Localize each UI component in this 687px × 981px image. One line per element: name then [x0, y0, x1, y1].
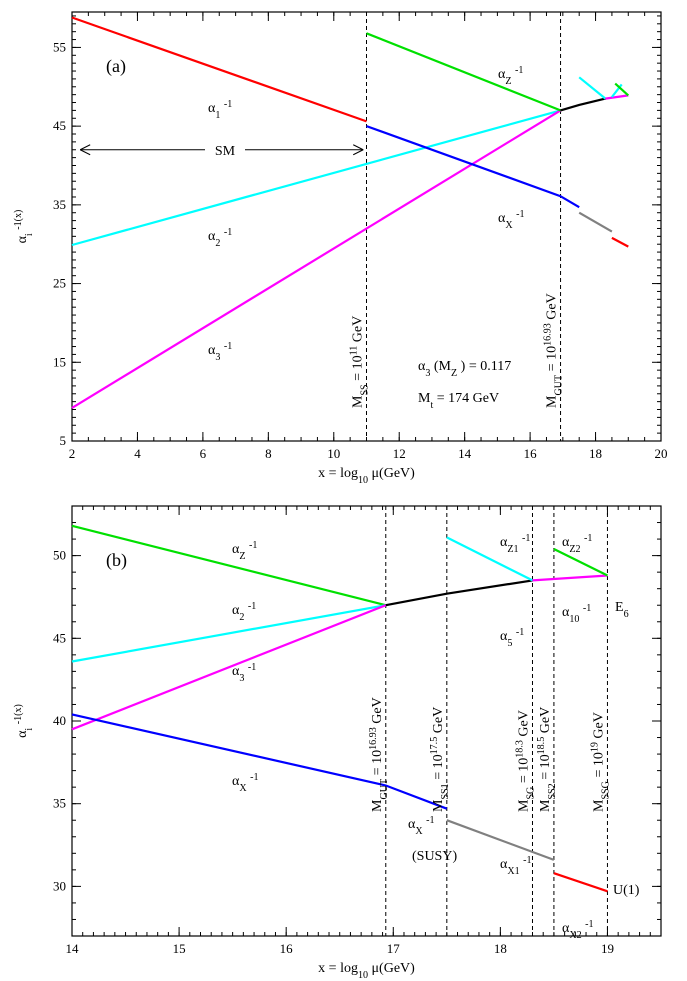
- x-tick-label: 8: [265, 446, 272, 461]
- series-line: [605, 94, 629, 100]
- series-line: [385, 579, 533, 607]
- label-alphaZ: αZ -1: [232, 540, 257, 562]
- label-alphaX: αX -1: [232, 772, 259, 794]
- x-axis-label: x = log10 μ(GeV): [318, 466, 415, 486]
- y-tick-label: 5: [60, 433, 67, 448]
- x-tick-label: 18: [494, 941, 507, 956]
- series-line: [446, 819, 555, 861]
- x-tick-label: 16: [524, 446, 538, 461]
- series-line: [366, 32, 561, 112]
- panel-a: 2 4 6 8 10 12 14 16 18 20 5 15 25 35 45 55 x = log10 μ(G…: [13, 11, 668, 486]
- label-alphaX: αX -1: [498, 209, 525, 231]
- threshold-label-mssg: MSSG = 1019 GeV: [589, 712, 611, 812]
- series-line: [71, 524, 387, 607]
- threshold-label-mss: MSS = 1011 GeV: [348, 316, 370, 408]
- label-alpha10: α10 -1: [562, 603, 591, 625]
- series-line: [71, 604, 387, 731]
- series-line: [71, 604, 386, 663]
- label-alphaZ: αZ -1: [498, 65, 523, 87]
- series-line: [578, 76, 607, 100]
- y-tick-label: 15: [53, 354, 66, 369]
- threshold-label-mgut: MGUT = 1016.93 GeV: [542, 293, 564, 408]
- y-tick-label: 45: [53, 118, 66, 133]
- u1-label: U(1): [613, 883, 640, 898]
- x-tick-label: 18: [589, 446, 602, 461]
- threshold-label-mss1: MSS1 = 1017.5 GeV: [428, 707, 450, 812]
- series-line: [611, 236, 629, 248]
- panel-label: (a): [106, 56, 126, 77]
- y-tick-label: 45: [53, 630, 66, 645]
- y-tick-label: 35: [53, 197, 66, 212]
- x-tick-label: 6: [200, 446, 207, 461]
- series-line: [614, 82, 630, 97]
- label-alphaX2: αX2 -1: [562, 919, 594, 941]
- panel-label: (b): [106, 550, 127, 571]
- susy-label: (SUSY): [412, 849, 457, 864]
- series-line: [553, 548, 608, 577]
- series-line: [71, 109, 561, 247]
- mt-annotation: Mt = 174 GeV: [418, 391, 499, 411]
- y-tick-label: 55: [53, 39, 66, 54]
- label-alpha5: α5 -1: [500, 627, 524, 649]
- label-alphaZ1: αZ1 -1: [500, 533, 530, 555]
- series-line: [578, 211, 613, 233]
- x-axis-label: x = log10 μ(GeV): [318, 961, 415, 981]
- series-line: [366, 125, 580, 209]
- x-tick-label: 17: [387, 941, 401, 956]
- sm-label: SM: [215, 144, 236, 159]
- series-line: [553, 872, 608, 893]
- x-tick-label: 4: [134, 446, 141, 461]
- plot-frame: [71, 505, 662, 937]
- sm-arrowhead-left: [79, 144, 91, 156]
- y-tick-label: 35: [53, 796, 66, 811]
- series-line: [560, 97, 606, 112]
- x-tick-label: 14: [458, 446, 472, 461]
- label-alpha2: α2 -1: [208, 227, 232, 249]
- threshold-label-mgut: MGUT = 1016.93 GeV: [367, 697, 389, 812]
- y-tick-label: 25: [53, 276, 66, 291]
- x-tick-label: 12: [393, 446, 406, 461]
- series-line: [71, 713, 448, 810]
- label-alpha3: α3 -1: [208, 341, 232, 363]
- x-tick-label: 10: [327, 446, 340, 461]
- label-alphaX1: αX1 -1: [500, 855, 532, 877]
- x-tick-label: 14: [66, 941, 80, 956]
- label-alpha3: α3 -1: [232, 662, 256, 684]
- alpha3-annotation: α3 (MZ ) = 0.117: [418, 359, 511, 379]
- y-axis-label: αi -1(x): [13, 210, 35, 244]
- x-tick-label: 16: [280, 941, 294, 956]
- x-tick-label: 20: [655, 446, 668, 461]
- e6-label: E6: [615, 600, 629, 620]
- panel-b: 14 15 16 17 18 19 30 35 40 45 50 x = log10 μ(GeV) αi…: [13, 505, 662, 981]
- y-tick-label: 30: [53, 878, 66, 893]
- x-tick-label: 19: [601, 941, 614, 956]
- series-line: [532, 574, 608, 582]
- label-alpha2: α2 -1: [232, 601, 256, 623]
- threshold-label-mss2: MSS2 = 1018.5 GeV: [535, 707, 557, 812]
- y-tick-label: 40: [53, 713, 66, 728]
- label-alpha1: α1 -1: [208, 99, 232, 121]
- y-axis-label: αi -1(x): [13, 704, 35, 738]
- label-alphaZ2: αZ2 -1: [562, 533, 592, 555]
- y-tick-label: 50: [53, 548, 66, 563]
- series-line: [611, 83, 623, 98]
- threshold-label-msg: MSG = 1018.3 GeV: [514, 710, 536, 812]
- label-alphaX-susy: αX -1: [408, 815, 435, 837]
- x-tick-label: 15: [173, 941, 186, 956]
- series-line: [71, 109, 562, 409]
- series-line: [446, 536, 533, 582]
- sm-arrowhead-right: [353, 144, 364, 156]
- x-tick-label: 2: [69, 446, 76, 461]
- series-line: [71, 16, 367, 123]
